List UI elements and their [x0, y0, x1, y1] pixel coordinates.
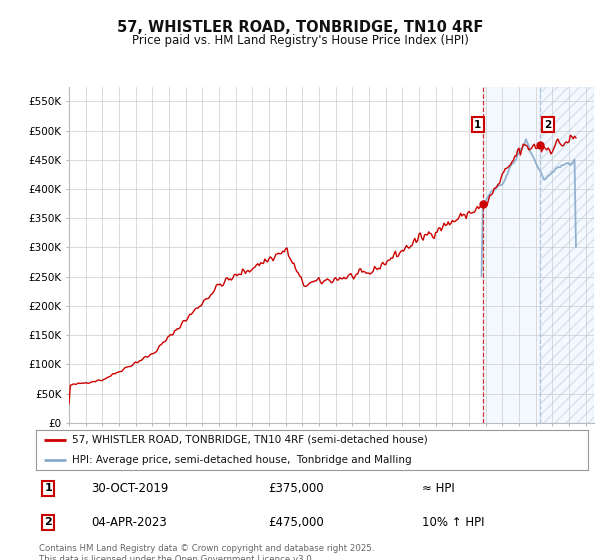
Text: 30-OCT-2019: 30-OCT-2019	[91, 482, 169, 495]
Text: 2: 2	[545, 120, 552, 130]
Bar	[540, 87, 594, 423]
Text: 57, WHISTLER ROAD, TONBRIDGE, TN10 4RF: 57, WHISTLER ROAD, TONBRIDGE, TN10 4RF	[117, 20, 483, 35]
Text: 10% ↑ HPI: 10% ↑ HPI	[422, 516, 485, 529]
Text: £475,000: £475,000	[268, 516, 323, 529]
Text: Contains HM Land Registry data © Crown copyright and database right 2025.
This d: Contains HM Land Registry data © Crown c…	[39, 544, 374, 560]
Text: £375,000: £375,000	[268, 482, 323, 495]
Bar	[483, 87, 540, 423]
Text: 57, WHISTLER ROAD, TONBRIDGE, TN10 4RF (semi-detached house): 57, WHISTLER ROAD, TONBRIDGE, TN10 4RF (…	[72, 435, 428, 445]
Text: 2: 2	[44, 517, 52, 527]
Text: ≈ HPI: ≈ HPI	[422, 482, 455, 495]
Text: Price paid vs. HM Land Registry's House Price Index (HPI): Price paid vs. HM Land Registry's House …	[131, 34, 469, 46]
Text: 1: 1	[44, 483, 52, 493]
Text: 1: 1	[474, 120, 481, 130]
Text: 04-APR-2023: 04-APR-2023	[91, 516, 167, 529]
Text: HPI: Average price, semi-detached house,  Tonbridge and Malling: HPI: Average price, semi-detached house,…	[72, 455, 412, 465]
Bar	[540, 87, 594, 423]
